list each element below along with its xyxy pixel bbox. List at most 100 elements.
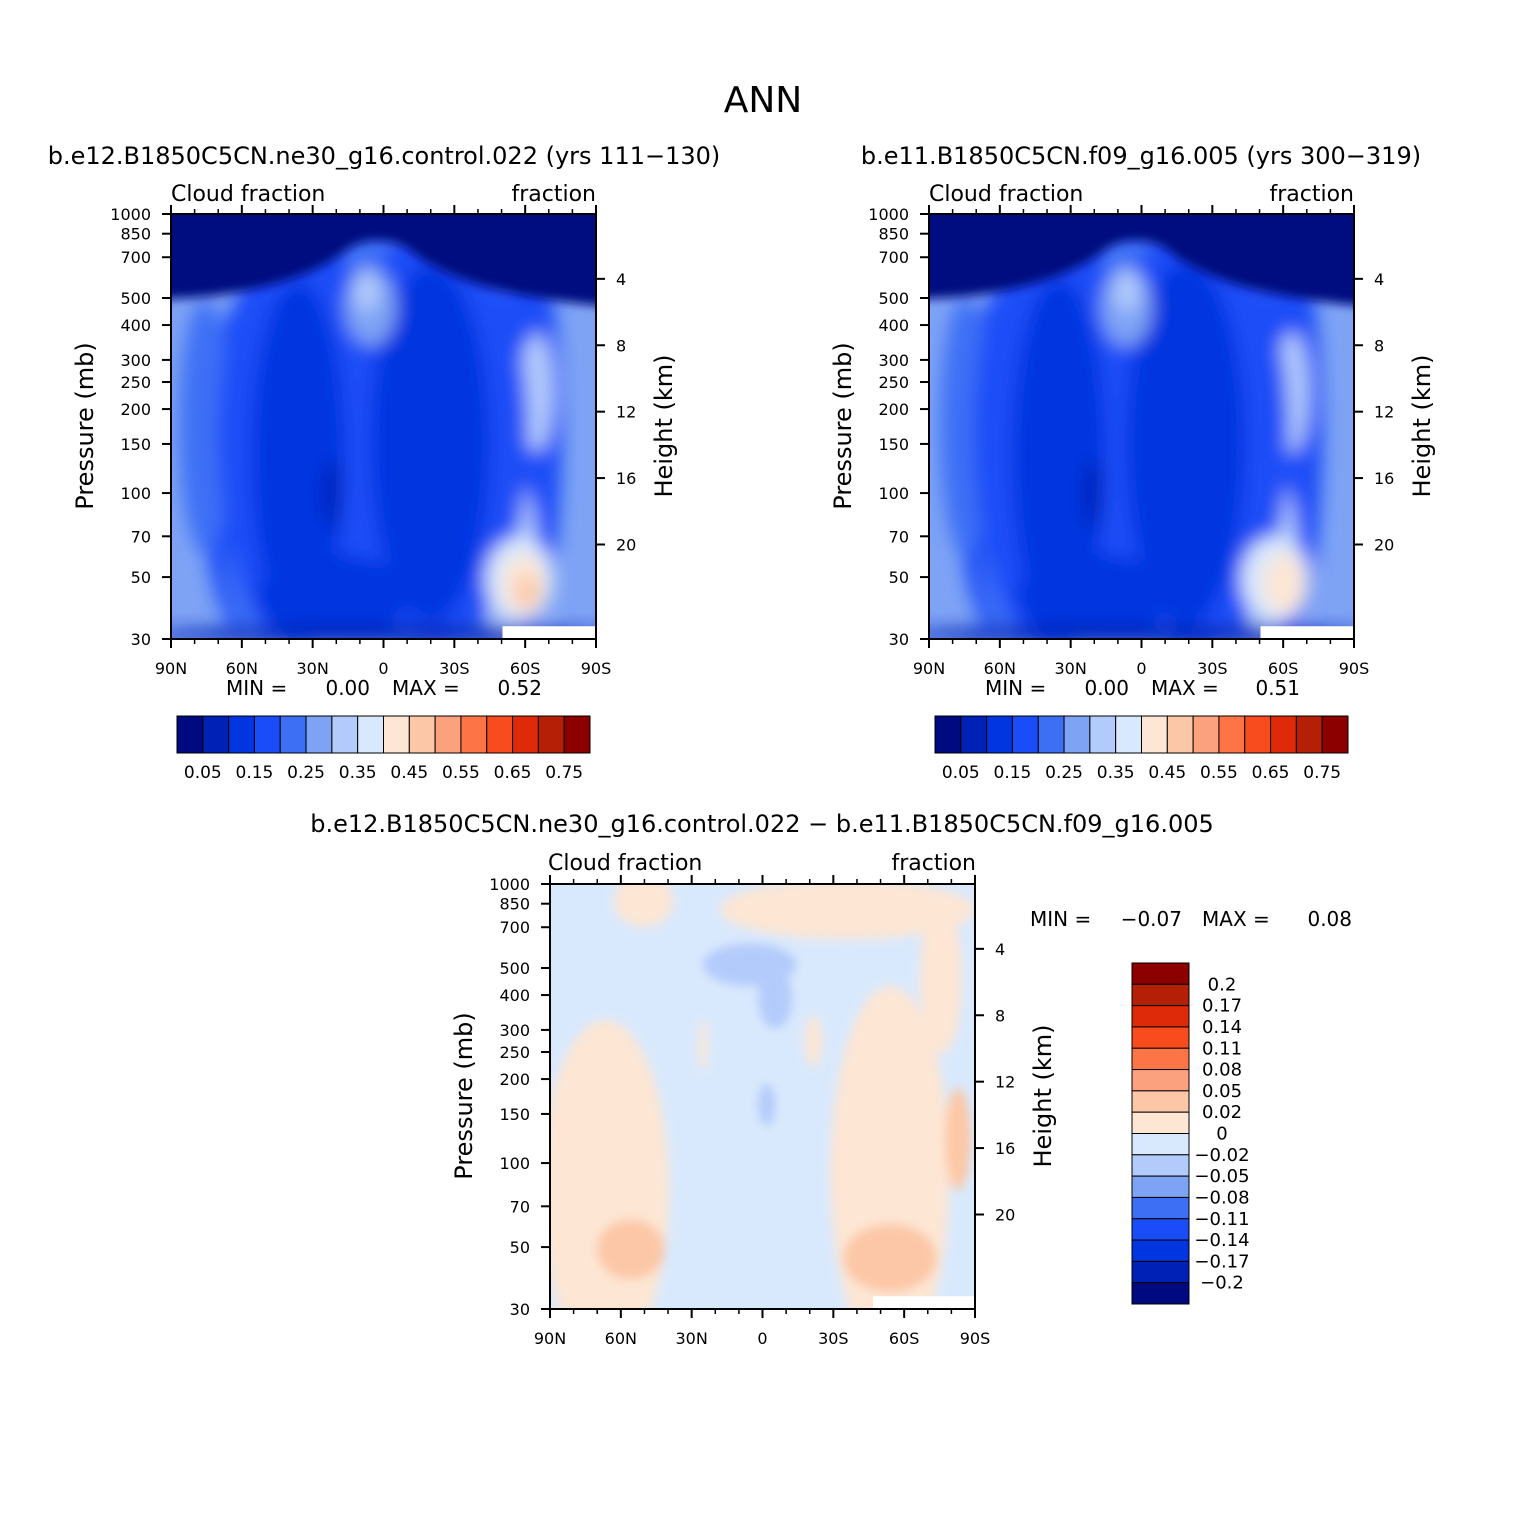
pressure-tick-label: 850	[878, 225, 909, 244]
colorbar-box	[1131, 1090, 1190, 1113]
colorbar-label: −0.17	[1194, 1251, 1249, 1272]
colorbar-box	[1131, 1175, 1190, 1198]
pressure-tick-label: 400	[120, 316, 151, 335]
contour-field	[171, 214, 596, 639]
contour-region	[830, 986, 950, 1309]
contour-region	[171, 214, 596, 306]
height-tick-label: 16	[616, 469, 636, 488]
contour-region	[805, 1015, 822, 1067]
colorbar-box	[1321, 715, 1349, 754]
pressure-tick-label: 70	[510, 1197, 530, 1216]
height-tick-label: 4	[1374, 270, 1384, 289]
latitude-tick-label: 60N	[984, 659, 1016, 678]
colorbar-label: 0.35	[339, 763, 377, 783]
contour-region	[919, 901, 963, 1054]
left-string: Cloud fraction	[548, 851, 702, 876]
colorbar-box	[460, 715, 488, 754]
missing-data	[873, 1296, 975, 1309]
pressure-tick-label: 400	[499, 986, 530, 1005]
pressure-tick-label: 700	[120, 248, 151, 267]
colorbar-label: 0.2	[1208, 974, 1237, 995]
contour-field	[550, 884, 975, 1309]
contour-region	[929, 626, 1354, 639]
height-axis: 20 16 12 8 4	[596, 270, 636, 554]
pressure-tick-label: 300	[878, 351, 909, 370]
pressure-tick-label: 250	[878, 373, 909, 392]
contour-region	[256, 554, 409, 639]
contour-region	[596, 1219, 665, 1280]
colorbar-label: 0.65	[1252, 763, 1290, 783]
pressure-tick-label: 30	[889, 630, 909, 649]
colorbar-box	[934, 715, 962, 754]
colorbar-box	[1131, 1154, 1190, 1177]
panel-title: b.e12.B1850C5CN.ne30_g16.control.022 (yr…	[48, 142, 721, 170]
colorbar-box	[305, 715, 333, 754]
figure-title: ANN	[724, 80, 803, 121]
colorbar-box	[1037, 715, 1065, 754]
height-tick-label: 8	[1374, 336, 1384, 355]
colorbar-label: 0.05	[1202, 1081, 1242, 1102]
latitude-tick-label: 60N	[605, 1329, 637, 1348]
latitude-axis: 90N 60N 30N 0 30S 60S 90S	[534, 875, 990, 1348]
pressure-tick-label: 50	[889, 568, 909, 587]
height-tick-label: 16	[1374, 469, 1394, 488]
pressure-tick-label: 1000	[110, 205, 151, 224]
height-tick-label: 4	[616, 270, 626, 289]
colorbar-label: 0	[1216, 1124, 1227, 1145]
colorbar-box	[486, 715, 514, 754]
latitude-tick-label: 60S	[1268, 659, 1299, 678]
latitude-tick-label: 30S	[1197, 659, 1228, 678]
pressure-tick-label: 30	[510, 1300, 530, 1319]
colorbar-label: 0.05	[184, 763, 222, 783]
colorbar-box	[512, 715, 539, 754]
colorbar-label: 0.15	[994, 763, 1032, 783]
pressure-tick-label: 700	[499, 918, 530, 937]
colorbar-box	[1131, 1069, 1190, 1092]
latitude-tick-label: 30S	[439, 659, 470, 678]
colorbar-box	[1131, 1047, 1190, 1071]
latitude-tick-label: 0	[1136, 659, 1146, 678]
y-axis-label-right: Height (km)	[650, 355, 678, 498]
contour-region	[171, 626, 596, 639]
colorbar-label: 0.11	[1202, 1038, 1242, 1059]
pressure-tick-label: 500	[499, 959, 530, 978]
colorbar-box	[1244, 715, 1272, 754]
contour-region	[720, 884, 975, 940]
height-tick-label: 12	[1374, 403, 1394, 422]
colorbar-box	[434, 715, 462, 754]
colorbar-box	[279, 715, 307, 754]
colorbar-box	[1089, 715, 1117, 754]
latitude-axis: 90N 60N 30N 0 30S 60S 90S	[913, 205, 1369, 678]
colorbar-box	[563, 715, 591, 754]
colorbar-box	[1131, 1260, 1190, 1284]
pressure-tick-label: 200	[499, 1070, 530, 1089]
contour-region	[1012, 278, 1106, 634]
y-axis-label: Pressure (mb)	[829, 342, 857, 509]
right-string: fraction	[1269, 182, 1354, 207]
right-string: fraction	[891, 851, 976, 876]
contour-field	[929, 214, 1354, 639]
contour-region	[515, 575, 541, 610]
contour-region	[843, 1224, 937, 1292]
contour-region	[353, 269, 380, 312]
colorbar-box	[986, 715, 1013, 754]
colorbar: 0.20.170.140.110.080.050.020−0.02−0.05−0…	[1131, 962, 1250, 1305]
max-label: MAX =	[1202, 907, 1270, 931]
colorbar-box	[331, 715, 359, 754]
colorbar-box	[1131, 1026, 1190, 1049]
latitude-tick-label: 0	[757, 1329, 767, 1348]
colorbar-box	[1192, 715, 1220, 754]
colorbar-box	[1011, 715, 1039, 754]
colorbar-label: 0.45	[1148, 763, 1186, 783]
colorbar-label: 0.55	[1200, 763, 1238, 783]
right-string: fraction	[511, 182, 596, 207]
contour-region	[1270, 574, 1297, 610]
pressure-tick-label: 300	[499, 1021, 530, 1040]
min-value: 0.00	[1084, 676, 1129, 700]
colorbar-label: 0.05	[942, 763, 980, 783]
y-axis-label-right: Height (km)	[1408, 355, 1436, 498]
missing-data	[502, 626, 596, 639]
colorbar-box	[1115, 715, 1142, 754]
